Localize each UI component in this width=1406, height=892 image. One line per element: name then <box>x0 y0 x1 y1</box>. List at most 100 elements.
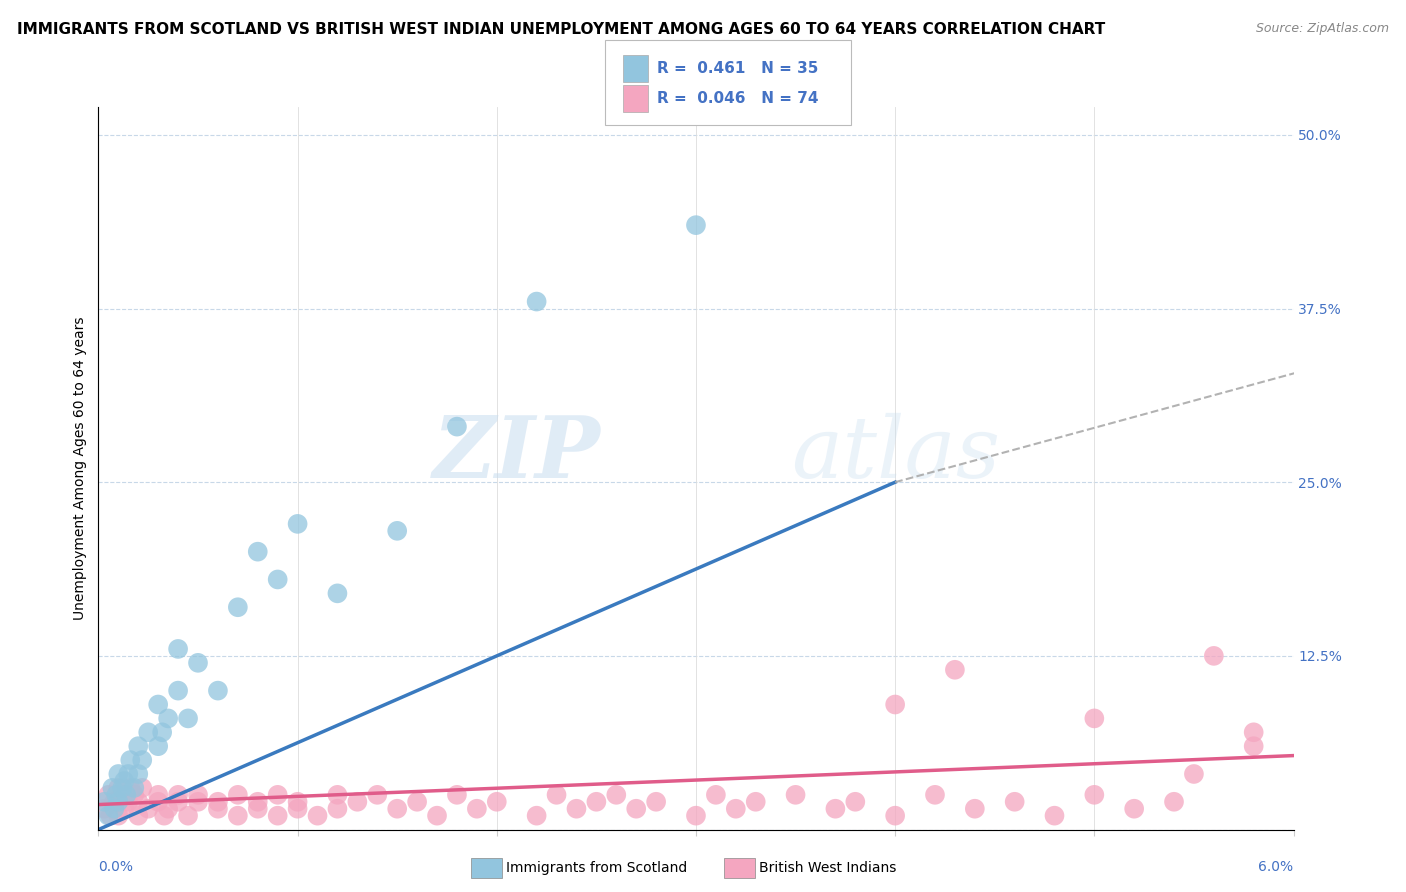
Point <box>267 573 290 587</box>
Point <box>112 773 135 788</box>
Point <box>645 795 668 809</box>
Point <box>167 642 190 657</box>
Point <box>546 788 568 802</box>
Point <box>226 788 249 802</box>
Point <box>115 788 138 802</box>
Point <box>326 788 349 802</box>
Text: ZIP: ZIP <box>433 412 600 496</box>
Text: Source: ZipAtlas.com: Source: ZipAtlas.com <box>1256 22 1389 36</box>
Point <box>98 808 122 822</box>
Point <box>148 739 170 754</box>
Text: R =  0.046   N = 74: R = 0.046 N = 74 <box>657 91 818 105</box>
Point <box>844 795 866 809</box>
Point <box>150 725 173 739</box>
Point <box>157 711 180 725</box>
Point <box>1182 767 1205 781</box>
Text: 6.0%: 6.0% <box>1258 860 1294 874</box>
Point <box>426 808 449 822</box>
Point <box>267 808 290 822</box>
Point <box>346 795 368 809</box>
Point <box>120 753 142 767</box>
Point <box>107 808 129 822</box>
Point <box>326 802 349 816</box>
Point <box>111 788 134 802</box>
Point <box>97 808 120 822</box>
Point <box>157 802 180 816</box>
Text: 0.0%: 0.0% <box>98 860 134 874</box>
Point <box>153 808 176 822</box>
Point <box>943 663 966 677</box>
Point <box>187 788 209 802</box>
Y-axis label: Unemployment Among Ages 60 to 64 years: Unemployment Among Ages 60 to 64 years <box>73 317 87 620</box>
Point <box>246 802 269 816</box>
Point <box>131 753 153 767</box>
Point <box>1123 802 1146 816</box>
Point <box>167 788 190 802</box>
Point <box>704 788 727 802</box>
Point <box>526 294 548 309</box>
Text: IMMIGRANTS FROM SCOTLAND VS BRITISH WEST INDIAN UNEMPLOYMENT AMONG AGES 60 TO 64: IMMIGRANTS FROM SCOTLAND VS BRITISH WEST… <box>17 22 1105 37</box>
Point <box>167 683 190 698</box>
Point <box>127 808 149 822</box>
Point <box>785 788 807 802</box>
Point <box>1043 808 1066 822</box>
Point <box>963 802 986 816</box>
Point <box>207 683 229 698</box>
Point <box>585 795 607 809</box>
Point <box>267 788 290 802</box>
Point <box>131 780 153 795</box>
Point <box>526 808 548 822</box>
Point <box>287 802 309 816</box>
Point <box>824 802 846 816</box>
Point <box>465 802 488 816</box>
Point <box>226 808 249 822</box>
Point <box>97 788 120 802</box>
Point <box>1243 739 1265 754</box>
Point <box>187 656 209 670</box>
Point <box>1163 795 1185 809</box>
Point <box>177 711 200 725</box>
Point <box>724 802 747 816</box>
Point <box>326 586 349 600</box>
Point <box>485 795 508 809</box>
Point <box>246 544 269 558</box>
Point <box>105 788 128 802</box>
Point <box>112 802 135 816</box>
Point <box>124 788 146 802</box>
Point <box>1202 648 1225 663</box>
Point <box>107 795 129 809</box>
Point <box>120 780 142 795</box>
Text: British West Indians: British West Indians <box>759 861 897 875</box>
Point <box>148 698 170 712</box>
Point <box>565 802 588 816</box>
Point <box>287 516 309 531</box>
Point <box>124 780 146 795</box>
Point <box>385 802 409 816</box>
Point <box>107 780 129 795</box>
Point <box>385 524 409 538</box>
Text: R =  0.461   N = 35: R = 0.461 N = 35 <box>657 62 818 76</box>
Point <box>127 739 149 754</box>
Point <box>207 795 229 809</box>
Point <box>446 788 468 802</box>
Point <box>1004 795 1026 809</box>
Point <box>1243 725 1265 739</box>
Point <box>924 788 946 802</box>
Point <box>93 795 115 809</box>
Point <box>246 795 269 809</box>
Point <box>107 767 129 781</box>
Point <box>884 808 907 822</box>
Point <box>406 795 429 809</box>
Point <box>103 802 125 816</box>
Point <box>177 808 200 822</box>
Point <box>187 795 209 809</box>
Point <box>101 780 124 795</box>
Point <box>148 788 170 802</box>
Point <box>167 795 190 809</box>
Point <box>117 795 139 809</box>
Point <box>117 767 139 781</box>
Text: atlas: atlas <box>792 412 1001 495</box>
Point <box>605 788 627 802</box>
Point <box>626 802 648 816</box>
Point <box>103 795 125 809</box>
